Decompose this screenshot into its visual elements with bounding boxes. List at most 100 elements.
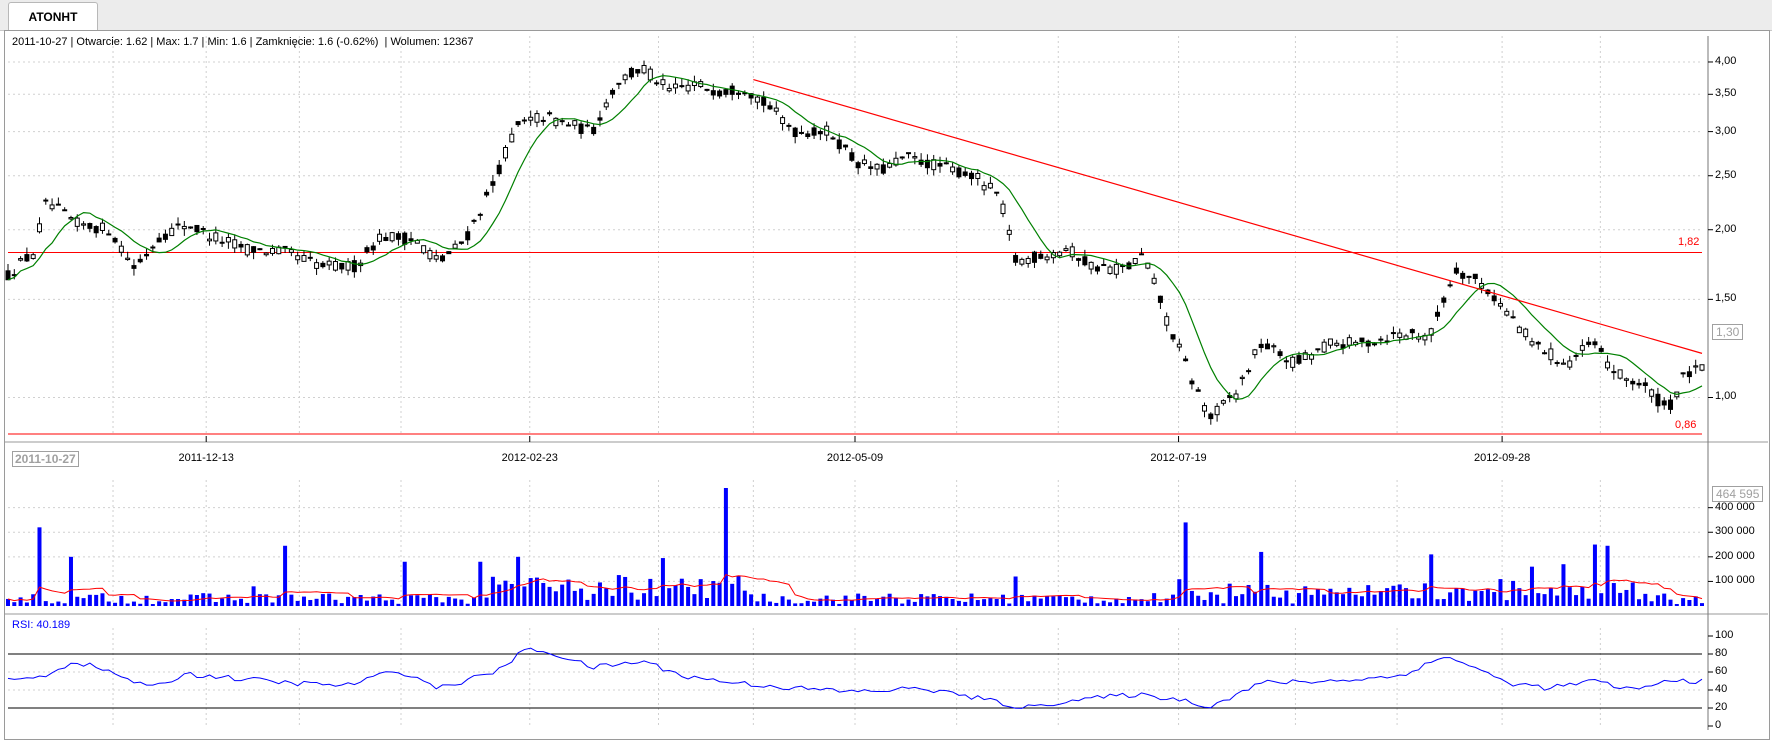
candle-body <box>559 120 565 123</box>
candle-body <box>635 69 641 74</box>
candle-body <box>540 119 546 122</box>
candle-body <box>1327 338 1333 346</box>
candle-body <box>1094 266 1100 272</box>
volume-bar <box>295 600 300 606</box>
volume-bar <box>1252 591 1257 606</box>
candle-body <box>18 258 24 261</box>
candle-body <box>477 213 483 216</box>
candle-body <box>68 217 74 220</box>
volume-bar <box>1542 594 1547 606</box>
candle-body <box>188 226 194 229</box>
volume-bar <box>642 593 647 606</box>
rsi-tick-label: 0 <box>1715 719 1722 731</box>
volume-bar <box>371 596 376 606</box>
candle-body <box>1183 358 1189 362</box>
candle-body <box>1409 329 1415 334</box>
volume-bar <box>705 597 710 606</box>
candle-body <box>49 204 55 210</box>
volume-bar <box>931 594 936 606</box>
volume-bar <box>176 599 181 606</box>
candle-body <box>685 84 691 92</box>
volume-bar <box>1422 583 1427 606</box>
candle-body <box>225 237 231 243</box>
candle-body <box>1302 352 1308 360</box>
candle-body <box>918 159 924 165</box>
candle-body <box>112 237 118 243</box>
candle-body <box>1598 347 1604 352</box>
tab-atonht[interactable]: ATONHT <box>8 2 98 30</box>
volume-bar <box>1492 592 1497 606</box>
rsi-tick-label: 100 <box>1715 629 1734 641</box>
candle-body <box>150 246 156 249</box>
volume-bar <box>1687 599 1692 606</box>
volume-bar <box>352 597 357 606</box>
candle-body <box>660 79 666 86</box>
candle-body <box>723 89 729 95</box>
candle-body <box>452 243 458 249</box>
volume-bar <box>1466 600 1471 606</box>
candle-body <box>1447 284 1453 287</box>
candle-body <box>610 89 616 95</box>
candle-body <box>628 67 634 78</box>
candle-body <box>1044 256 1050 261</box>
candle-body <box>269 247 275 254</box>
volume-bar <box>560 584 565 606</box>
candle-body <box>87 223 93 229</box>
volume-bar <box>194 595 199 606</box>
volume-bar <box>799 603 804 606</box>
candle-body <box>81 223 87 226</box>
volume-bar <box>1567 587 1572 606</box>
candle-body <box>169 227 175 237</box>
candle-body <box>1013 255 1019 263</box>
candle-body <box>641 64 647 74</box>
volume-bar <box>1536 593 1541 606</box>
volume-bar <box>1082 602 1087 606</box>
candle-body <box>1132 258 1138 264</box>
candle-body <box>62 209 68 212</box>
candle-body <box>786 124 792 127</box>
candle-body <box>1252 349 1258 356</box>
candle-body <box>754 96 760 103</box>
volume-bar <box>333 599 338 606</box>
volume-bar <box>660 558 665 606</box>
candle-body <box>1038 253 1044 259</box>
candle-body <box>36 223 42 233</box>
candle-body <box>981 185 987 191</box>
volume-bar <box>812 601 817 606</box>
volume-bar <box>1315 589 1320 606</box>
volume-bar <box>1517 588 1522 606</box>
candle-body <box>1567 360 1573 368</box>
volume-bar <box>982 599 987 606</box>
volume-bar <box>541 582 546 606</box>
volume-bar <box>843 595 848 606</box>
volume-bar <box>1429 554 1434 606</box>
candle-body <box>200 228 206 231</box>
candle-body <box>1164 316 1170 326</box>
candle-body <box>1006 229 1012 235</box>
volume-bar <box>182 599 187 606</box>
candle-body <box>326 260 332 266</box>
volume-bar <box>75 596 80 606</box>
candle-body <box>1529 341 1535 346</box>
volume-bar <box>1000 594 1005 606</box>
volume-bar <box>1120 603 1125 606</box>
volume-bar <box>1095 603 1100 606</box>
rsi-label: RSI: 40.189 <box>12 619 71 631</box>
volume-bar <box>516 556 521 606</box>
volume-bar <box>1416 598 1421 606</box>
candle-body <box>1057 251 1063 257</box>
candle-body <box>55 203 61 206</box>
candle-body <box>937 163 943 167</box>
volume-last-label: 464 595 <box>1712 486 1764 502</box>
candle-body <box>408 238 414 242</box>
volume-bar <box>906 599 911 606</box>
volume-bar <box>402 561 407 606</box>
candle-body <box>5 270 11 281</box>
current-price-label: 1,30 <box>1712 324 1744 340</box>
volume-bar <box>1177 579 1182 606</box>
volume-bar <box>1114 598 1119 606</box>
candle-body <box>962 171 968 176</box>
volume-bar <box>912 601 917 606</box>
volume-bar <box>1555 595 1560 606</box>
